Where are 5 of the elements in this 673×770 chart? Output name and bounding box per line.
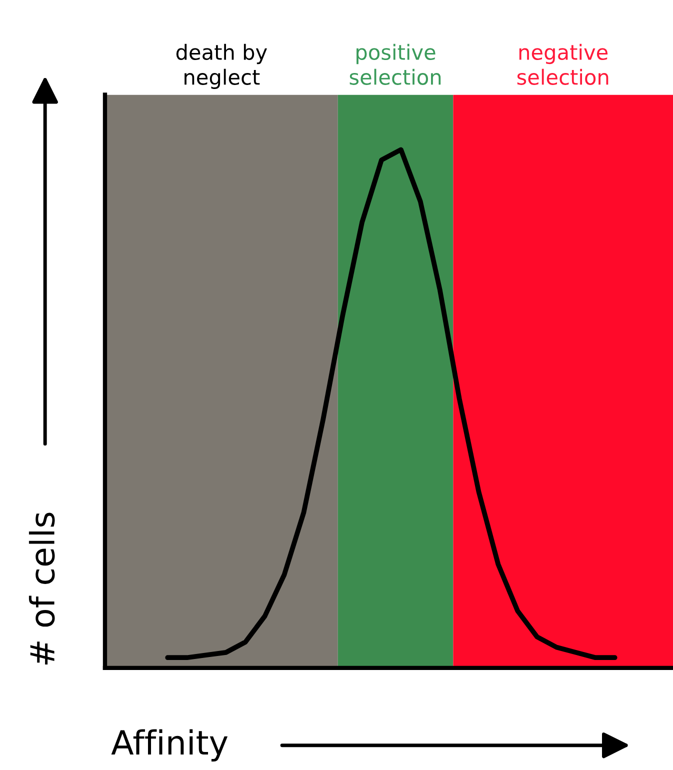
text: death by neglect: [176, 44, 267, 89]
text: negative selection: [517, 44, 608, 85]
text: positive selection: [350, 44, 441, 85]
x-axis-title: Affinity: [111, 729, 228, 762]
y-axis-title: # of cells: [28, 512, 55, 664]
